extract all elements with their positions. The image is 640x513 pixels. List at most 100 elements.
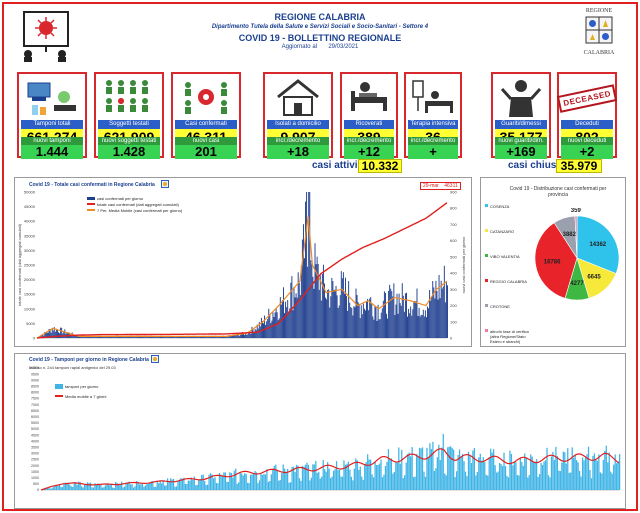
chart3-y-tick: 1000 — [31, 476, 39, 480]
chart1-bar — [91, 336, 93, 338]
chart3-bar — [149, 482, 151, 490]
chart1-bar — [108, 336, 110, 338]
chart3-bar — [561, 462, 563, 490]
chart3-bar — [599, 472, 601, 490]
card-isolati-domicilio: Isolati a domicilio 9.907 incr./decremen… — [263, 72, 333, 159]
chart3-bar — [469, 454, 471, 490]
chart1-bar — [416, 288, 418, 338]
chart3-bar — [386, 461, 388, 490]
chart1-bar — [255, 330, 257, 338]
chart1-bar — [317, 263, 319, 338]
chart1-bar — [399, 303, 401, 338]
chart3-bar — [242, 475, 244, 490]
chart3-bar — [503, 452, 505, 490]
updated-date: 29/03/2021 — [328, 44, 359, 50]
chart3-bar — [401, 449, 403, 490]
chart1-bar — [92, 336, 94, 338]
deceased-stamp-icon: DECEASED — [556, 76, 618, 120]
chart1-bar — [443, 265, 445, 338]
chart3-bar — [349, 469, 351, 490]
chart1-bar — [79, 336, 80, 338]
chart1-bar — [333, 289, 335, 338]
chart1-bar — [363, 308, 365, 338]
chart1-bar — [308, 192, 310, 338]
chart1-bar — [61, 327, 63, 338]
chart1-bar — [256, 324, 258, 338]
chart3-bar — [69, 484, 71, 490]
chart3-bar — [288, 482, 290, 490]
chart1-bar — [304, 258, 305, 338]
chart3-bar — [395, 461, 397, 490]
chart3-bar — [205, 484, 207, 490]
chart3-bar — [230, 472, 232, 490]
chart3-bar — [201, 474, 203, 490]
chart1-bar — [324, 283, 325, 338]
chart3-y-tick: 7000 — [31, 403, 39, 407]
chart3-bar — [292, 466, 295, 490]
chart3-bar — [214, 477, 216, 490]
chart1-bar — [90, 336, 92, 338]
chart1-bar — [275, 308, 277, 338]
card-sub-label: nuovi soggetti testati — [98, 137, 160, 145]
chart1-bar — [327, 290, 329, 338]
chart1-bar — [106, 336, 108, 338]
chart1-bar — [361, 314, 363, 338]
chart1-bar — [111, 336, 113, 338]
chart1-bar — [253, 332, 255, 338]
chart1-bar — [217, 336, 219, 338]
card-sub-label: nuovi guariti/dim. — [495, 137, 547, 145]
chart1-bar — [346, 296, 348, 338]
chart3-bar — [393, 471, 395, 490]
chart1-bar — [321, 273, 323, 338]
chart1-bar — [254, 328, 256, 338]
updated-label: Aggiornato al — [281, 44, 317, 50]
chart1-tag-value: 46311 — [444, 183, 458, 189]
chart3-bar — [481, 460, 483, 490]
header-region: REGIONE CALABRIA — [274, 12, 366, 22]
chart1-bar — [120, 336, 121, 338]
chart1-bar — [309, 192, 311, 338]
chart3-bar — [63, 484, 65, 490]
chart3-bar — [135, 481, 138, 490]
chart1-bar — [340, 271, 342, 338]
chart3-bar — [285, 471, 287, 490]
chart1-bar — [332, 281, 334, 338]
chart-provincia-panel: Covid 19 - Distribuzione casi confermati… — [480, 177, 626, 347]
chart1-bar — [447, 285, 448, 338]
chart1-bar — [299, 295, 301, 338]
chart3-bar — [368, 459, 370, 490]
chart1-bar — [49, 329, 51, 338]
chart3-bar — [567, 448, 569, 490]
chart3-bar — [418, 447, 421, 490]
chart3-bar — [461, 453, 464, 490]
chart3-bar — [43, 488, 46, 490]
chart1-bar — [168, 336, 170, 338]
chart3-bar — [57, 485, 59, 490]
card-label: Deceduti — [561, 120, 613, 129]
chart1-bar — [86, 336, 88, 338]
chart1-bar — [341, 278, 343, 338]
chart3-bar — [331, 476, 333, 490]
chart1-left-tick: 30000 — [24, 248, 36, 253]
chart1-bar — [229, 335, 231, 338]
chart3-bar — [497, 471, 499, 490]
chart3-bar — [146, 484, 148, 490]
chart1-right-tick: 400 — [450, 271, 457, 276]
chart3-bar — [527, 477, 529, 490]
chart1-bar — [170, 336, 172, 338]
chart1-bar — [268, 308, 270, 338]
chart1-bar — [285, 301, 287, 338]
chart3-bar — [175, 486, 178, 490]
chart1-bar — [51, 328, 53, 338]
chart3-bar — [537, 477, 539, 490]
chart3-bar — [126, 483, 129, 490]
chart3-bar — [598, 454, 600, 490]
chart1-bar — [315, 264, 317, 338]
chart3-bar — [321, 476, 323, 490]
chart1-bar — [158, 336, 160, 338]
chart1-bar — [357, 302, 359, 338]
chart1-bar — [131, 337, 133, 338]
chart1-bar — [414, 300, 416, 338]
chart1-bar — [259, 326, 261, 338]
chart3-bar — [617, 461, 619, 490]
